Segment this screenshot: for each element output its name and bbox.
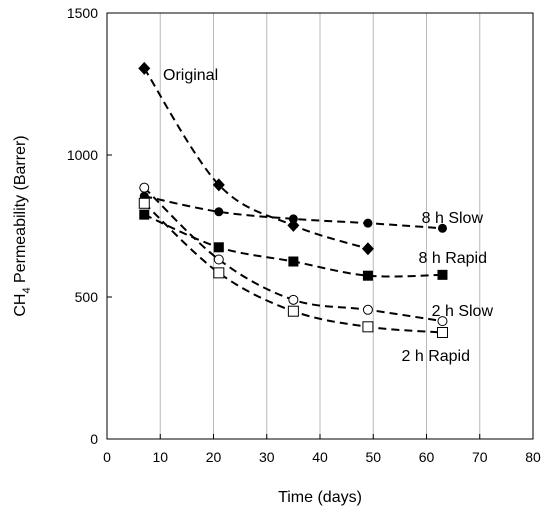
trend-line-8-h-slow xyxy=(144,195,443,230)
point-8-h-slow-63 xyxy=(437,223,447,233)
point-2-h-rapid-63 xyxy=(436,327,448,338)
axis-ticks: 0 10 20 30 40 50 60 70 80 0 500 1000 1500 xyxy=(67,5,541,465)
point-8-h-rapid-49 xyxy=(362,270,373,281)
point-8-h-rapid-63 xyxy=(437,269,448,280)
x-tick-label-30: 30 xyxy=(259,449,275,465)
point-2-h-rapid-21 xyxy=(213,267,225,279)
x-tick-label-20: 20 xyxy=(206,449,222,465)
series-label-8-h-rapid: 8 h Rapid xyxy=(419,250,488,267)
series-label-original: Original xyxy=(163,67,218,84)
point-8-h-slow-35 xyxy=(288,214,298,224)
point-original-7 xyxy=(138,61,151,75)
x-axis-title: Time (days) xyxy=(278,489,362,506)
point-8-h-rapid-7 xyxy=(139,209,150,220)
x-tick-label-60: 60 xyxy=(419,449,435,465)
y-axis-title-suffix: Permeability (Barrer) xyxy=(12,135,29,287)
trend-lines xyxy=(143,67,443,334)
point-2-h-slow-21 xyxy=(213,254,224,265)
point-2-h-rapid-7 xyxy=(138,197,150,209)
series-label-8-h-slow: 8 h Slow xyxy=(422,210,484,227)
x-tick-label-50: 50 xyxy=(365,449,381,465)
point-2-h-slow-49 xyxy=(362,304,373,315)
x-tick-label-0: 0 xyxy=(103,449,111,465)
y-tick-label-1500: 1500 xyxy=(67,5,98,21)
y-tick-label-500: 500 xyxy=(75,289,99,305)
point-2-h-slow-63 xyxy=(437,316,448,327)
point-8-h-rapid-35 xyxy=(288,256,299,267)
x-tick-label-70: 70 xyxy=(472,449,488,465)
series-label-2-h-rapid: 2 h Rapid xyxy=(402,348,471,365)
point-8-h-rapid-21 xyxy=(213,242,224,253)
y-axis-title-prefix: CH xyxy=(12,294,29,317)
y-tick-label-1000: 1000 xyxy=(67,147,98,163)
trend-line-original xyxy=(143,67,369,250)
y-tick-label-0: 0 xyxy=(90,431,98,447)
y-axis-title-subscript: 4 xyxy=(21,287,33,293)
point-8-h-slow-49 xyxy=(363,218,373,228)
point-2-h-slow-35 xyxy=(288,294,299,305)
series-label-2-h-slow: 2 h Slow xyxy=(432,303,494,320)
point-original-21 xyxy=(212,178,225,192)
x-tick-label-40: 40 xyxy=(312,449,328,465)
point-8-h-slow-21 xyxy=(214,207,224,217)
point-original-49 xyxy=(361,242,374,256)
grid xyxy=(159,13,481,439)
x-tick-label-10: 10 xyxy=(152,449,168,465)
x-tick-label-80: 80 xyxy=(525,449,541,465)
point-2-h-slow-7 xyxy=(139,182,150,193)
point-2-h-rapid-49 xyxy=(362,321,374,333)
series-labels: Original 8 h Slow 8 h Rapid 2 h Slow 2 h Rap… xyxy=(163,67,493,365)
y-axis-title: CH4 Permeability (Barrer) xyxy=(12,135,33,316)
point-2-h-rapid-35 xyxy=(287,305,299,317)
data-points xyxy=(138,61,448,338)
